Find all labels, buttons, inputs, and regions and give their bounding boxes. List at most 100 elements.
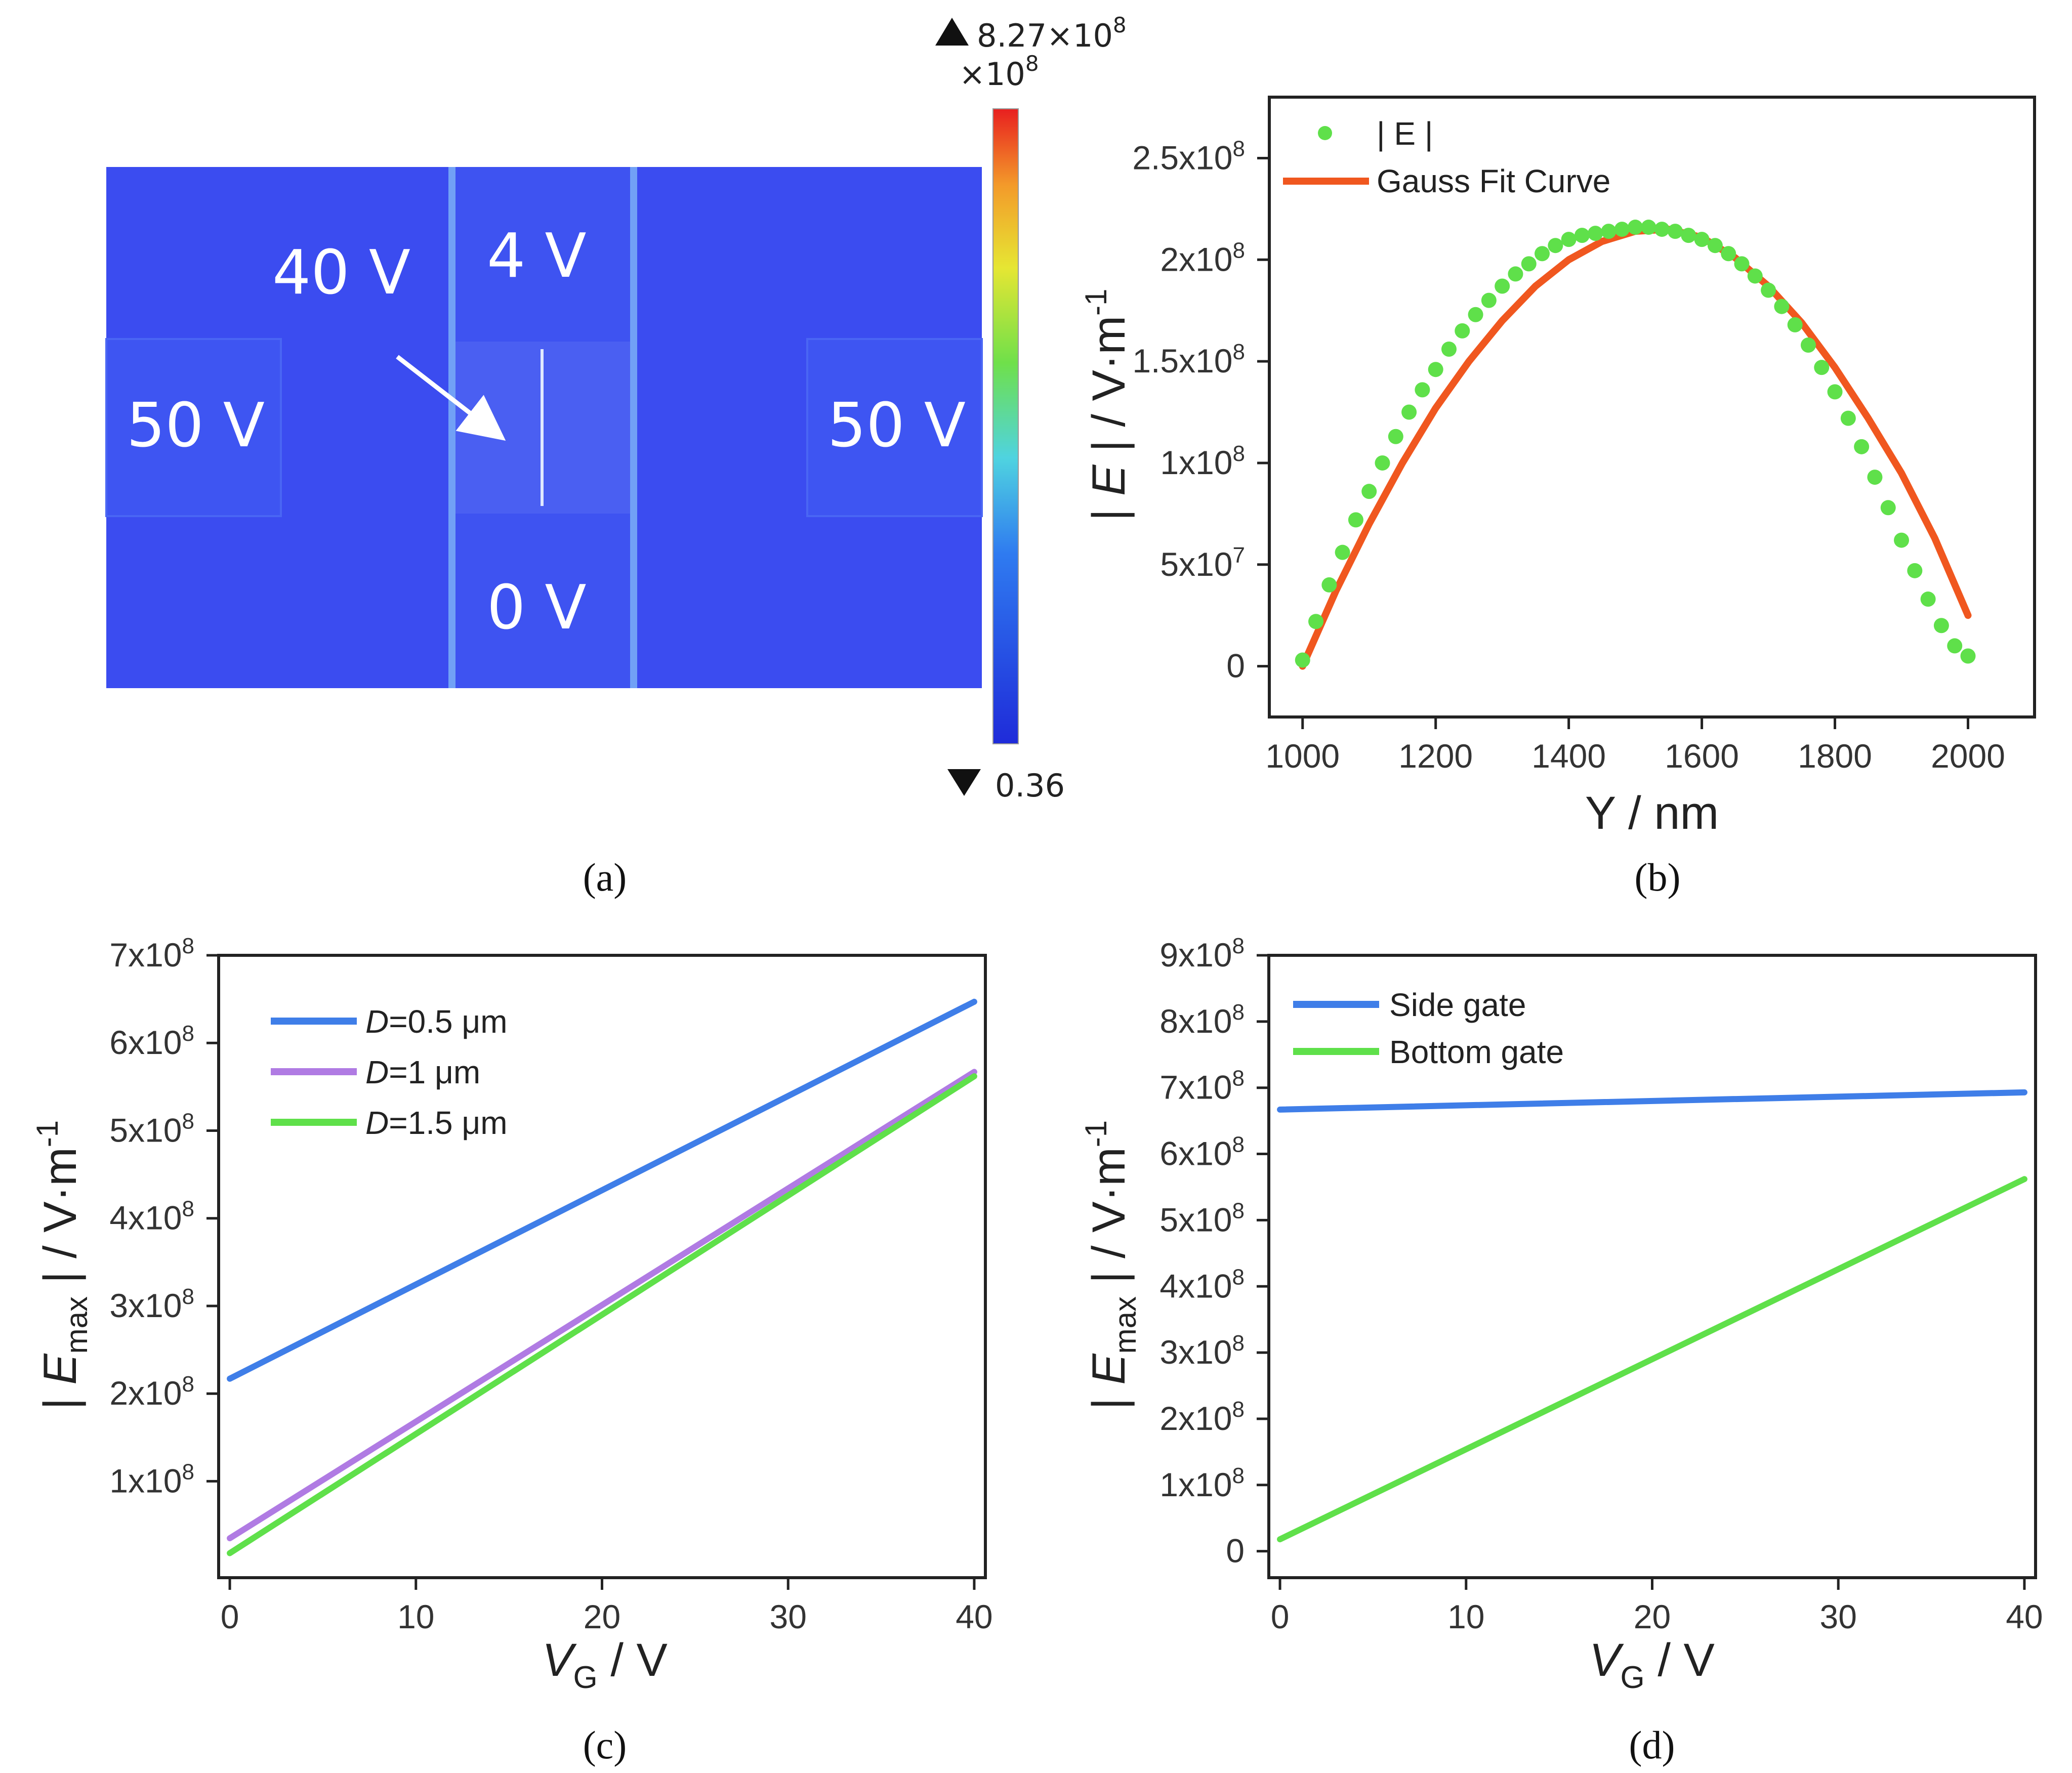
y-tick-label: 5x108 [1159,1198,1245,1238]
data-point [1787,317,1803,332]
data-point [1681,228,1696,243]
y-tick-label: 6x108 [1159,1132,1245,1172]
y-tick-label: 0 [1226,1532,1245,1570]
data-point [1428,362,1443,377]
data-point [1308,614,1324,629]
y-tick-label: 3x108 [109,1284,194,1324]
x-tick-label: 20 [1634,1598,1671,1635]
legend-bottom-gate-label: Bottom gate [1389,1034,1564,1070]
data-point [1960,648,1976,664]
data-point [1894,532,1910,548]
series-line [227,1073,977,1556]
colorbar-multiplier: ×108 [959,51,1039,93]
y-axis-label: | E | / V·m-1 [1079,289,1135,521]
data-point [1601,224,1617,239]
y-tick-label: 1.5x108 [1132,340,1245,379]
data-point [1907,563,1923,578]
left-electrode [105,338,282,517]
data-point [1574,228,1590,243]
data-point [1375,455,1390,471]
panel-d-chart: 0 10 20 30 40 0 1x108 2x108 3x108 4x108 5x108 6x108… [1079,934,2043,1767]
field-edge-left [448,167,455,688]
label-side-gate-voltage: 40 V [272,238,410,308]
colorbar [992,108,1019,744]
y-tick-label: 2.5x108 [1132,136,1245,176]
label-top-gate-voltage: 4 V [487,221,587,291]
arrow-icon [396,355,506,441]
data-point [1933,618,1949,634]
data-point [1521,256,1537,272]
legend-d1-label: D=1 μm [365,1054,480,1090]
x-tick-label: 1600 [1665,737,1739,775]
top-gate [455,167,630,342]
data-point [1495,278,1510,294]
data-point [1361,484,1377,499]
data-point [1321,577,1337,593]
x-tick-label: 20 [584,1598,620,1635]
x-tick-label: 1200 [1398,737,1473,775]
panel-c-chart: 0 10 20 30 40 1x108 2x108 3x108 4x108 5x108 6x108 7… [30,934,993,1767]
y-tick-label: 4x108 [1159,1264,1245,1304]
data-point [1548,238,1563,254]
x-axis-label: VG / V [542,1634,668,1695]
data-point [1734,256,1750,272]
series-line [227,998,977,1382]
data-point [1814,360,1830,375]
data-point [1827,384,1843,400]
legend-e-marker [1318,126,1332,140]
data-point [1694,232,1710,247]
series-line [1277,1089,2027,1113]
y-tick-label: 2x108 [1160,238,1245,278]
data-point [1441,342,1457,357]
data-point [1707,238,1723,254]
data-point [1641,220,1656,235]
label-left-voltage: 50 V [127,391,265,461]
series-line [1277,1176,2027,1543]
y-tick-label: 6x108 [109,1021,194,1061]
data-point [1508,266,1523,282]
series-line [227,1069,977,1542]
x-tick-label: 0 [221,1598,239,1635]
y-tick-label: 9x108 [1159,934,1245,974]
data-point [1348,512,1363,528]
legend-e-label: | E | [1377,115,1433,152]
data-point [1335,544,1350,560]
x-tick-label: 30 [1820,1598,1857,1635]
caption-c: (c) [583,1723,627,1767]
data-point [1800,337,1816,353]
channel-gap [541,349,544,506]
x-tick-label: 30 [770,1598,807,1635]
data-point [1761,282,1776,298]
data-point [1880,500,1896,516]
plot-frame [1267,954,2037,1579]
x-axis-label: Y / nm [1585,787,1719,839]
min-triangle-icon [947,769,981,796]
x-tick-label: 10 [1447,1598,1484,1635]
axis-ticks: 0 10 20 30 40 1x108 2x108 3x108 4x108 5x108 6x108 7… [109,934,992,1635]
y-tick-label: 2x108 [1159,1397,1245,1437]
y-tick-label: 1x108 [1160,441,1245,481]
label-right-voltage: 50 V [827,391,966,461]
y-axis-label: | Emax | / V·m-1 [30,1120,94,1410]
data-point [1920,592,1936,607]
series-lines [1277,1089,2027,1543]
caption-a: (a) [583,855,627,899]
legend-d05-label: D=0.5 μm [365,1003,508,1040]
y-tick-label: 1x108 [109,1459,194,1499]
data-point [1588,226,1603,241]
caption-d: (d) [1629,1723,1675,1767]
panel-a-field-map: 50 V 50 V 4 V 0 V 40 V 8.27×108 ×108 0.3… [105,13,1127,899]
y-tick-label: 8x108 [1159,1000,1245,1040]
data-point [1295,652,1310,668]
x-tick-label: 2000 [1931,737,2005,775]
data-point [1628,220,1643,235]
y-axis-label: | Emax | / V·m-1 [1079,1120,1142,1410]
plot-frame [1268,96,2036,719]
label-bottom-gate-voltage: 0 V [487,573,587,643]
y-tick-label: 3x108 [1159,1331,1245,1371]
data-point [1415,382,1430,398]
x-tick-label: 1800 [1798,737,1872,775]
x-tick-label: 0 [1271,1598,1290,1635]
field-edge-right [630,167,637,688]
